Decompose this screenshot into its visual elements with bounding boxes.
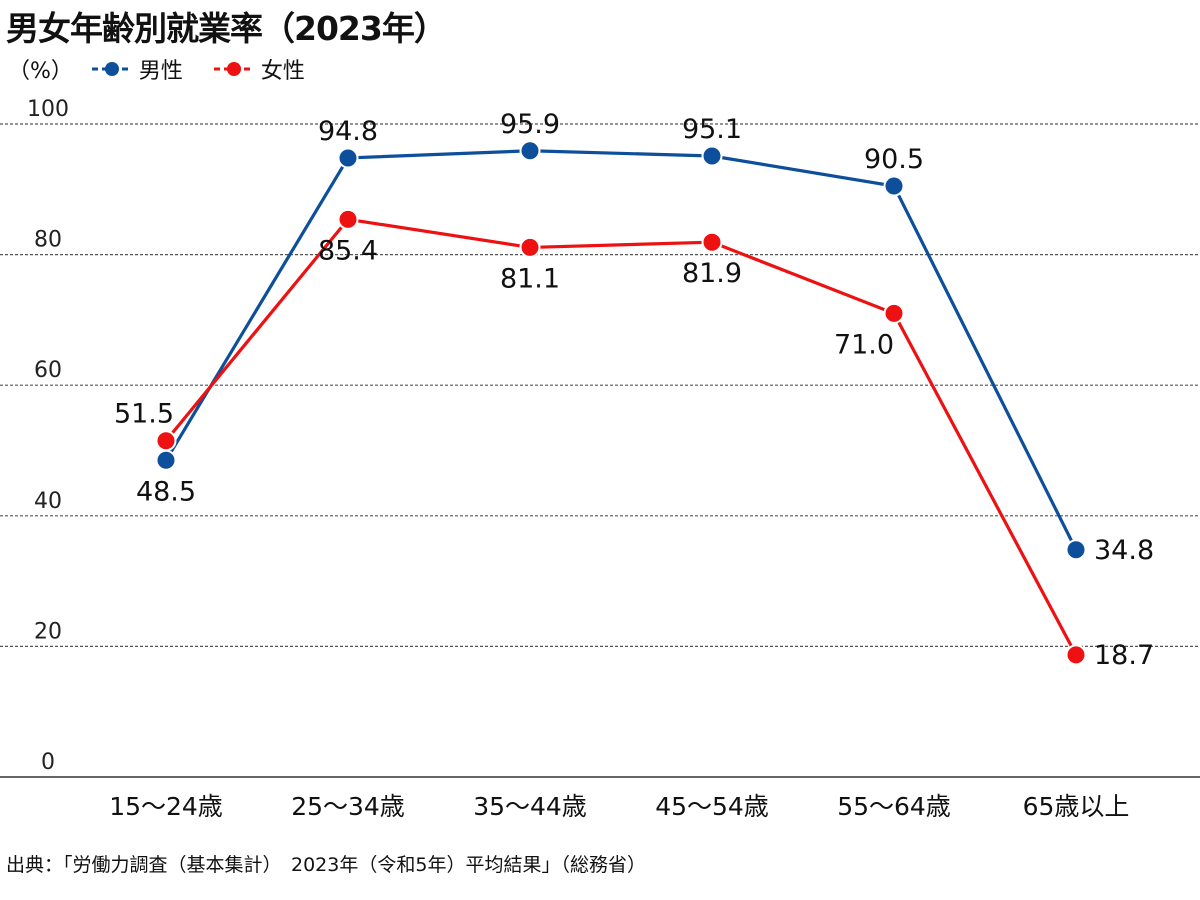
data-point-female bbox=[337, 208, 359, 230]
x-tick-label: 45〜54歳 bbox=[655, 792, 769, 821]
x-tick-label: 65歳以上 bbox=[1023, 792, 1130, 821]
legend-male-marker-icon bbox=[91, 62, 132, 76]
data-point-female bbox=[519, 236, 541, 258]
legend: （%） 男性 女性 bbox=[8, 54, 335, 84]
data-label-female: 71.0 bbox=[834, 329, 894, 360]
y-tick-label: 80 bbox=[34, 228, 62, 253]
x-tick-label: 15〜24歳 bbox=[109, 792, 223, 821]
data-point-female bbox=[883, 302, 905, 324]
legend-male-label: 男性 bbox=[138, 59, 183, 84]
data-point-female bbox=[1065, 644, 1087, 666]
x-tick-label: 35〜44歳 bbox=[473, 792, 587, 821]
y-tick-label: 0 bbox=[41, 750, 55, 775]
legend-female-marker-icon bbox=[213, 62, 254, 76]
data-label-female: 81.1 bbox=[500, 263, 560, 294]
data-point-male bbox=[701, 145, 723, 167]
x-tick-label: 55〜64歳 bbox=[837, 792, 951, 821]
y-tick-label: 100 bbox=[27, 97, 69, 122]
data-point-male bbox=[883, 175, 905, 197]
data-point-male bbox=[519, 140, 541, 162]
data-point-female bbox=[701, 231, 723, 253]
data-label-female: 81.9 bbox=[682, 258, 742, 289]
data-point-female bbox=[155, 430, 177, 452]
y-tick-label: 40 bbox=[34, 489, 62, 514]
data-label-female: 51.5 bbox=[114, 399, 174, 430]
y-tick-label: 60 bbox=[34, 358, 62, 383]
data-label-female: 85.4 bbox=[318, 235, 378, 266]
source-note: 出典：「労働力調査（基本集計） 2023年（令和5年）平均結果」（総務省） bbox=[6, 854, 646, 876]
legend-item-male: 男性 bbox=[91, 53, 183, 85]
data-label-male: 94.8 bbox=[318, 116, 378, 147]
y-tick-label: 20 bbox=[34, 619, 62, 644]
data-label-male: 90.5 bbox=[864, 144, 924, 175]
x-tick-label: 25〜34歳 bbox=[291, 792, 405, 821]
data-point-male bbox=[337, 147, 359, 169]
legend-item-female: 女性 bbox=[213, 53, 305, 85]
data-label-male: 95.1 bbox=[682, 114, 742, 145]
data-label-male: 95.9 bbox=[500, 109, 560, 140]
data-point-male bbox=[155, 449, 177, 471]
legend-female-label: 女性 bbox=[260, 59, 305, 84]
data-label-male: 34.8 bbox=[1094, 535, 1154, 566]
series-line-female bbox=[164, 217, 1078, 656]
data-label-female: 18.7 bbox=[1094, 640, 1154, 671]
data-point-male bbox=[1065, 539, 1087, 561]
series-line-male bbox=[164, 149, 1078, 551]
data-label-male: 48.5 bbox=[136, 476, 196, 507]
chart-title: 男女年齢別就業率（2023年） bbox=[6, 9, 447, 48]
y-unit-label: （%） bbox=[8, 59, 73, 84]
